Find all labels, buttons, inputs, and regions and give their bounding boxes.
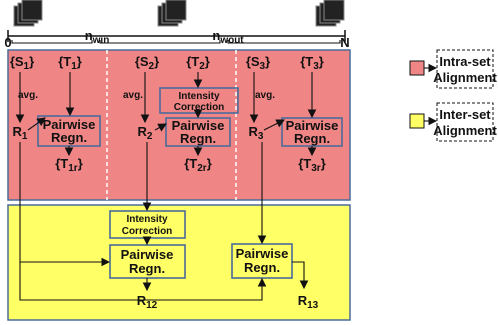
registration: Pairwise (236, 246, 289, 261)
correction: Intensity (178, 91, 220, 102)
timeline (8, 30, 345, 43)
legend-label: Alignment (433, 123, 497, 138)
avg-label: avg. (123, 90, 143, 101)
image-stack-icons (14, 0, 344, 26)
legend-swatch (410, 114, 424, 128)
registration: Pairwise (121, 247, 174, 262)
registration: Regn. (129, 261, 165, 276)
correction: Intensity (126, 214, 168, 225)
axis-start: 0 (4, 35, 11, 50)
axis-end: N (340, 35, 349, 50)
registration: Regn. (51, 130, 87, 145)
registration: Regn. (294, 131, 330, 146)
legend-label: Alignment (433, 70, 497, 85)
registration: Regn. (180, 131, 216, 146)
registration: Regn. (244, 260, 280, 275)
legend-label: Intra-set (439, 54, 491, 69)
avg-label: avg. (18, 90, 38, 101)
correction: Correction (122, 226, 173, 237)
legend-label: Inter-set (439, 107, 491, 122)
avg-label: avg. (255, 90, 275, 101)
correction: Correction (174, 102, 225, 113)
diagram: 0 nwin nwout N {S1} {T1} avg. R1 Pairwis… (0, 0, 498, 325)
legend-swatch (410, 61, 424, 75)
